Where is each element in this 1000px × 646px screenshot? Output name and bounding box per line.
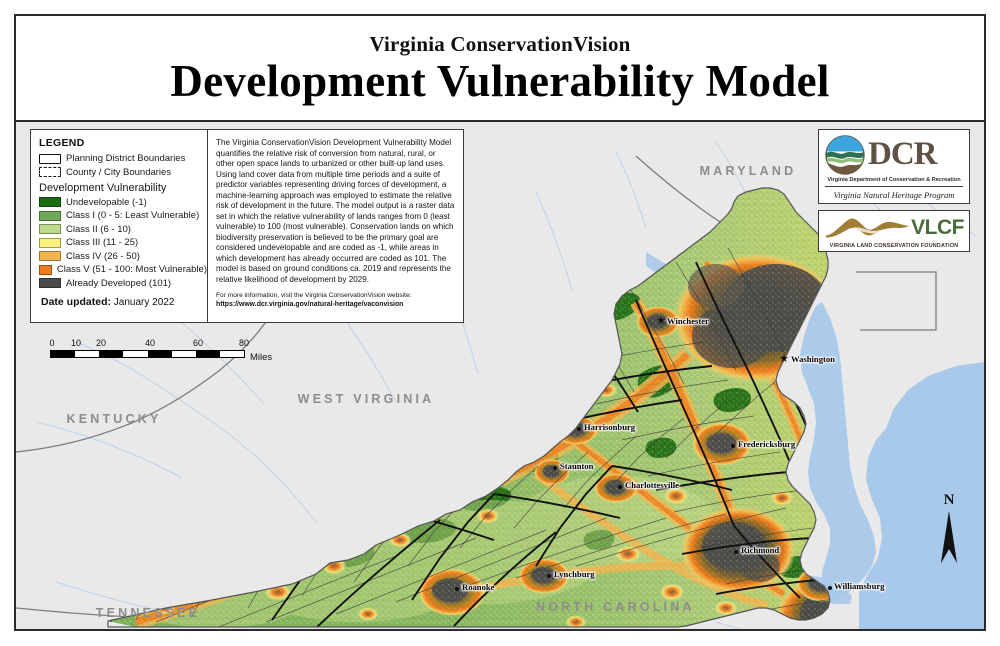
legend-column: LEGEND Planning District Boundaries Coun… — [31, 130, 207, 322]
vlcf-logo-card: VLCF VIRGINIA LAND CONSERVATION FOUNDATI… — [818, 210, 970, 252]
north-arrow: N — [936, 492, 962, 570]
legend-label-already-developed: Already Developed (101) — [66, 277, 172, 289]
city-label-charlottesville: Charlottesville — [625, 480, 679, 490]
city-label-williamsburg: Williamsburg — [834, 581, 885, 591]
description-column: The Virginia ConservationVision Developm… — [207, 130, 463, 322]
more-information-text: For more information, visit the Virginia… — [216, 292, 412, 300]
swatch-class-4-icon — [39, 251, 61, 261]
city-marker-lynchburg — [547, 574, 551, 578]
north-arrow-label: N — [943, 492, 955, 508]
city-label-washington: Washington — [791, 354, 835, 364]
swatch-class-2-icon — [39, 224, 61, 234]
state-label-tennessee: TENNESSEE — [95, 606, 201, 620]
page-title: Development Vulnerability Model — [170, 55, 830, 106]
vlcf-mountain-icon — [825, 218, 910, 238]
legend-item-class-1: Class I (0 - 5: Least Vulnerable) — [39, 210, 207, 221]
city-marker-winchester: ★ — [656, 315, 666, 327]
dcr-program-name: Virginia Natural Heritage Program — [825, 186, 963, 200]
legend-item-already-developed: Already Developed (101) — [39, 278, 207, 289]
city-label-fredericksburg: Fredericksburg — [738, 439, 796, 449]
poster-supertitle: Virginia ConservationVision — [369, 31, 631, 56]
swatch-already-developed-icon — [39, 278, 61, 288]
title-band: Virginia ConservationVision Development … — [16, 16, 984, 122]
legend-label-class-3: Class III (11 - 25) — [66, 237, 139, 248]
model-description: The Virginia ConservationVision Developm… — [216, 138, 455, 284]
state-label-kentucky: KENTUCKY — [66, 412, 162, 426]
city-label-richmond: Richmond — [741, 545, 780, 555]
city-label-lynchburg: Lynchburg — [554, 569, 595, 579]
legend-label-county-city: County / City Boundaries — [66, 166, 172, 178]
scale-tick-80: 80 — [238, 338, 250, 348]
map-canvas[interactable]: MARYLAND WEST VIRGINIA KENTUCKY TENNESSE… — [16, 122, 984, 629]
state-label-west-virginia: WEST VIRGINIA — [297, 392, 435, 406]
more-information: For more information, visit the Virginia… — [216, 292, 455, 310]
legend-item-class-2: Class II (6 - 10) — [39, 224, 207, 235]
city-marker-washington: ★ — [779, 353, 789, 365]
city-label-staunton: Staunton — [560, 461, 594, 471]
dcr-wordmark: DCR — [868, 136, 937, 173]
dcr-emblem-icon — [825, 135, 865, 175]
website-url: https://www.dcr.virginia.gov/natural-her… — [216, 300, 404, 308]
dcr-subtitle: Virginia Department of Conservation & Re… — [827, 177, 961, 183]
scale-tick-60: 60 — [192, 338, 204, 348]
scale-tick-10: 10 — [70, 338, 82, 348]
dcr-logo-card: DCR Virginia Department of Conservation … — [818, 129, 970, 204]
swatch-class-5-icon — [39, 264, 52, 275]
city-marker-fredericksburg — [731, 444, 735, 448]
city-marker-charlottesville — [618, 485, 622, 489]
swatch-class-1-icon — [39, 210, 61, 221]
legend-label-class-2: Class II (6 - 10) — [66, 223, 131, 235]
legend-item-class-3: Class III (11 - 25) — [39, 237, 207, 248]
legend-item-county-city: County / City Boundaries — [39, 167, 207, 178]
date-updated-label: Date updated: — [41, 295, 112, 308]
legend-item-class-5: Class V (51 - 100: Most Vulnerable) — [39, 264, 207, 275]
county-city-swatch-icon — [39, 167, 61, 177]
vlcf-logo-row: VLCF — [824, 214, 964, 242]
north-arrow-icon — [941, 511, 957, 563]
state-label-north-carolina: NORTH CAROLINA — [536, 600, 691, 616]
swatch-class-3-icon — [39, 237, 61, 248]
city-marker-harrisonburg — [577, 427, 581, 431]
legend-panel: LEGEND Planning District Boundaries Coun… — [30, 129, 464, 323]
scale-tick-0: 0 — [49, 338, 55, 348]
scale-tick-40: 40 — [144, 338, 156, 348]
vlcf-subtitle: VIRGINIA LAND CONSERVATION FOUNDATION — [829, 243, 959, 249]
city-marker-williamsburg — [828, 586, 832, 590]
scale-bar-units: Miles — [250, 352, 273, 363]
legend-label-class-1: Class I (0 - 5: Least Vulnerable) — [66, 210, 200, 221]
city-marker-richmond — [734, 550, 738, 554]
map-graphic — [16, 122, 984, 629]
city-marker-roanoke — [455, 587, 459, 591]
legend-label-planning-district: Planning District Boundaries — [66, 153, 186, 164]
city-label-roanoke: Roanoke — [462, 582, 495, 592]
legend-label-undevelopable: Undevelopable (-1) — [66, 196, 147, 208]
legend-heading: LEGEND — [39, 137, 85, 149]
scale-bar: 0 10 20 40 60 80 Miles — [49, 338, 272, 363]
legend-subheading-vulnerability: Development Vulnerability — [39, 181, 167, 194]
date-updated: Date updated: January 2022 — [39, 296, 207, 308]
city-marker-staunton — [553, 466, 557, 470]
legend-label-class-5: Class V (51 - 100: Most Vulnerable) — [56, 264, 207, 275]
legend-label-class-4: Class IV (26 - 50) — [66, 250, 140, 262]
date-updated-value: January 2022 — [113, 296, 175, 308]
vlcf-wordmark: VLCF — [911, 216, 964, 239]
dcr-logo-row: DCR — [825, 135, 963, 175]
city-label-winchester: Winchester — [667, 316, 709, 326]
city-label-harrisonburg: Harrisonburg — [584, 422, 636, 432]
scale-tick-20: 20 — [95, 338, 107, 348]
scale-bar-body — [50, 350, 245, 358]
swatch-undevelopable-icon — [39, 197, 61, 207]
poster-frame: Virginia ConservationVision Development … — [14, 14, 986, 631]
legend-item-planning-district: Planning District Boundaries — [39, 153, 207, 164]
legend-item-class-4: Class IV (26 - 50) — [39, 251, 207, 262]
legend-item-undevelopable: Undevelopable (-1) — [39, 197, 207, 208]
logo-stack: DCR Virginia Department of Conservation … — [818, 129, 970, 252]
state-label-maryland: MARYLAND — [699, 164, 797, 178]
state-label-north-carolina-text: NORTH CAROLINA — [536, 600, 695, 614]
planning-district-swatch-icon — [39, 153, 61, 164]
water-bodies — [646, 252, 984, 629]
scale-bar-ticks: 0 10 20 40 60 80 — [49, 338, 270, 350]
